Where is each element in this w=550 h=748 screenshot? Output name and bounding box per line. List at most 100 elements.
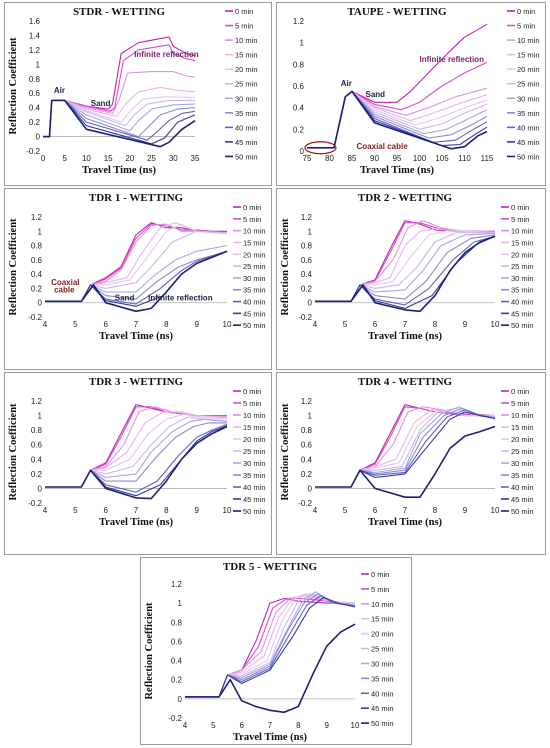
legend-label: 40 min (243, 298, 266, 307)
y-tick-label: 0.8 (31, 242, 43, 251)
x-axis-label: Travel Time (ns) (82, 165, 157, 176)
y-tick-label: 1 (308, 412, 313, 421)
x-tick-label: 5 (73, 320, 78, 329)
legend-label: 0 min (243, 203, 261, 212)
chart-tdr3: TDR 3 - WETTING -0.2 0 0.2 0.4 0.6 0.8 1 1.2 4 5 6 7… (8, 376, 266, 528)
series-line (315, 232, 496, 302)
y-tick-label: 0.2 (171, 676, 183, 685)
series-line (307, 61, 488, 149)
legend-label: 45 min (235, 138, 258, 147)
x-tick-label: 9 (194, 320, 199, 329)
legend-label: 35 min (235, 109, 258, 118)
x-tick-label: 8 (433, 506, 438, 515)
legend-label: 25 min (243, 447, 266, 456)
legend-label: 0 min (235, 7, 253, 16)
y-tick-label: -0.2 (298, 499, 312, 508)
legend-label: 45 min (371, 704, 394, 713)
legend-label: 30 min (235, 94, 258, 103)
x-axis-label: Travel Time (ns) (99, 331, 174, 342)
coaxial-cable-marker (304, 141, 337, 155)
chart-stdr: STDR - WETTING-0.200.20.40.60.811.21.41.… (8, 6, 258, 176)
x-tick-label: 5 (211, 721, 216, 730)
legend-label: 0 min (371, 570, 389, 579)
legend-label: 35 min (243, 286, 266, 295)
x-tick-label: 10 (491, 506, 500, 515)
legend-label: 30 min (517, 94, 540, 103)
chart-tdr2: TDR 2 - WETTING -0.2 0 0.2 0.4 0.6 0.8 1 1.2 4 5 6 7… (280, 192, 534, 342)
legend-label: 30 min (371, 659, 394, 668)
y-tick-label: 1.4 (29, 31, 41, 40)
annotation-label: Air (341, 79, 352, 88)
x-axis-label: Travel Time (ns) (233, 732, 308, 743)
x-tick-label: 8 (433, 320, 438, 329)
x-tick-label: 115 (481, 154, 494, 163)
series-line (45, 423, 228, 493)
x-axis-label: Travel Time (ns) (368, 517, 443, 528)
series-line (185, 593, 356, 698)
panel-tdr5: TDR 5 - WETTING -0.2 0 0.2 0.4 0.6 0.8 1 1.2 4 5 6 7… (140, 557, 412, 745)
y-tick-label: 0.4 (31, 270, 43, 279)
y-tick-label: -0.2 (28, 313, 42, 322)
chart-title: TAUPE - WETTING (347, 6, 447, 18)
series-line (315, 406, 495, 488)
y-axis-label: Reflection Coefficient (280, 218, 291, 316)
x-tick-label: 9 (463, 320, 468, 329)
x-tick-label: 5 (343, 320, 348, 329)
annotation-label: Infinite reflection (420, 55, 485, 64)
series-line (185, 597, 355, 698)
y-tick-label: 0.6 (301, 256, 313, 265)
legend-label: 10 min (371, 600, 394, 609)
x-tick-label: 6 (373, 320, 378, 329)
series-line (315, 235, 496, 309)
y-tick-label: 0.4 (31, 455, 43, 464)
y-tick-label: 1.2 (31, 213, 43, 222)
chart-title: TDR 1 - WETTING (89, 192, 184, 204)
legend-label: 25 min (371, 645, 394, 654)
x-tick-label: 80 (325, 154, 334, 163)
y-tick-label: 0.6 (301, 441, 313, 450)
legend-label: 25 min (511, 262, 534, 271)
legend-label: 20 min (511, 250, 534, 259)
x-tick-label: 10 (223, 320, 232, 329)
y-tick-label: -0.2 (26, 147, 40, 156)
y-tick-label: 0.2 (301, 284, 313, 293)
chart-title: STDR - WETTING (73, 6, 166, 18)
y-tick-label: 0.4 (301, 455, 313, 464)
y-axis-label: Reflection Coefficient (8, 218, 19, 316)
legend-label: 25 min (243, 262, 266, 271)
panel-stdr: STDR - WETTING -0.2 0 0.2 0.4 0.6 0.8 1 1.2 1.4 1.… (4, 2, 272, 186)
series-line (185, 623, 356, 714)
legend-label: 30 min (243, 459, 266, 468)
y-tick-label: 1.2 (171, 580, 183, 589)
legend-label: 10 min (243, 227, 266, 236)
legend-label: 0 min (511, 203, 529, 212)
y-tick-label: 1.2 (301, 397, 313, 406)
series-line (315, 232, 495, 302)
series-line (307, 90, 488, 149)
panel-tdr4: TDR 4 - WETTING -0.2 0 0.2 0.4 0.6 0.8 1 1.2 4 5 6 7… (276, 372, 546, 555)
y-tick-label: 0.2 (31, 470, 43, 479)
x-tick-label: 6 (103, 320, 108, 329)
series-line (43, 99, 196, 148)
x-tick-label: 85 (348, 154, 357, 163)
y-tick-label: 1.2 (29, 46, 41, 55)
y-tick-label: 0.2 (301, 470, 313, 479)
series-line (185, 593, 356, 698)
series-line (185, 594, 356, 698)
x-tick-label: 35 (191, 154, 200, 163)
legend-label: 15 min (243, 238, 266, 247)
y-tick-label: 0.4 (29, 104, 41, 113)
legend-label: 30 min (511, 274, 534, 283)
y-tick-label: 1.2 (31, 397, 43, 406)
panel-tdr2: TDR 2 - WETTING -0.2 0 0.2 0.4 0.6 0.8 1 1.2 4 5 6 7… (276, 188, 546, 370)
x-tick-label: 95 (393, 154, 402, 163)
series-line (307, 90, 488, 149)
x-tick-label: 20 (125, 154, 134, 163)
x-tick-label: 9 (463, 506, 468, 515)
legend-label: 45 min (243, 309, 266, 318)
y-axis-label: Reflection Coefficient (280, 403, 291, 501)
legend-label: 20 min (371, 630, 394, 639)
y-tick-label: 0 (38, 484, 43, 493)
legend-label: 5 min (511, 215, 529, 224)
legend-label: 0 min (243, 387, 261, 396)
